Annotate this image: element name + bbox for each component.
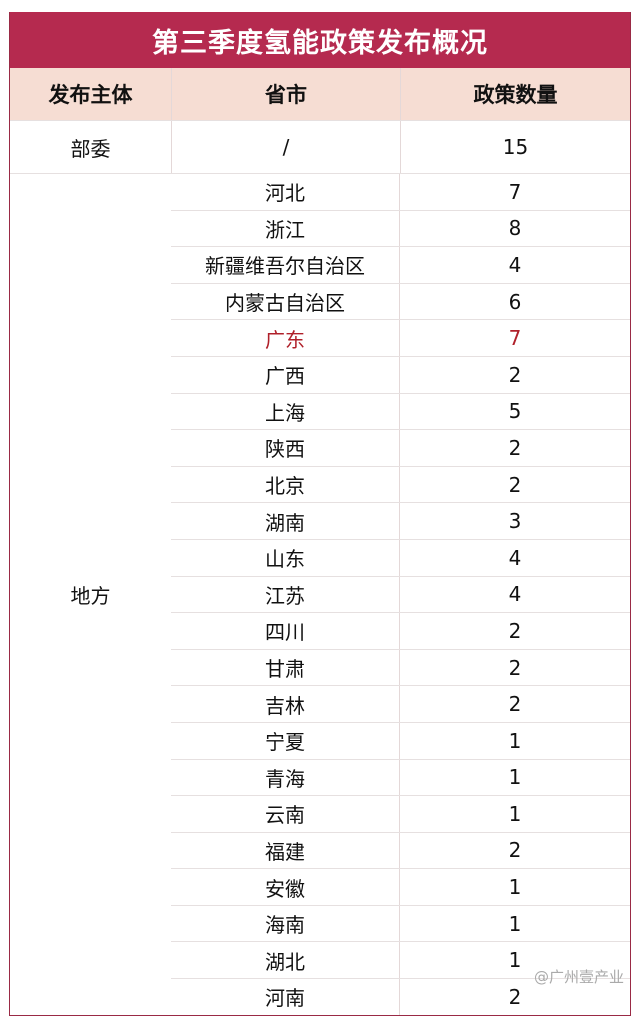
table-row: 湖南 3 bbox=[171, 502, 630, 539]
table-row: 广西 2 bbox=[171, 355, 630, 393]
province-cell: 甘肃 bbox=[265, 657, 305, 682]
count-cell: 3 bbox=[399, 503, 630, 539]
province-cell: 河南 bbox=[265, 986, 305, 1011]
table-row: 陕西 2 bbox=[171, 429, 630, 466]
table-row: 四川 2 bbox=[171, 612, 630, 649]
table-row: 浙江 8 bbox=[171, 209, 630, 247]
count-cell: 1 bbox=[399, 796, 630, 832]
table-title: 第三季度氢能政策发布概况 bbox=[10, 12, 630, 68]
issuer-cell: 部委 bbox=[70, 136, 111, 161]
count-cell: 7 bbox=[399, 320, 630, 356]
count-cell: 1 bbox=[399, 722, 630, 759]
province-cell: 吉林 bbox=[265, 693, 305, 718]
count-cell: 1 bbox=[399, 759, 630, 796]
province-cell: 四川 bbox=[265, 620, 305, 645]
province-cell: 海南 bbox=[265, 913, 305, 938]
table-row: 云南 1 bbox=[171, 795, 630, 832]
table-row: 吉林 2 bbox=[171, 685, 630, 722]
table-row: 广东 7 bbox=[171, 319, 630, 356]
table-row-ministry: 部委 / 15 bbox=[10, 120, 630, 173]
table-row: 湖北 1 bbox=[171, 941, 630, 979]
province-cell: 新疆维吾尔自治区 bbox=[205, 254, 365, 279]
table-row: 海南 1 bbox=[171, 904, 630, 942]
province-cell: 北京 bbox=[265, 474, 305, 499]
count-cell: 6 bbox=[399, 283, 630, 320]
province-cell: 上海 bbox=[265, 400, 305, 425]
table-row: 宁夏 1 bbox=[171, 721, 630, 759]
table-row: 江苏 4 bbox=[171, 575, 630, 613]
issuer-cell: 地方 bbox=[70, 583, 111, 608]
count-cell: 1 bbox=[399, 942, 630, 979]
province-cell: 广东 bbox=[265, 327, 305, 352]
count-cell: 2 bbox=[399, 430, 630, 466]
count-cell: 4 bbox=[399, 247, 630, 283]
table-row: 福建 2 bbox=[171, 831, 630, 869]
province-cell: / bbox=[171, 121, 400, 173]
watermark: @广州壹产业 bbox=[533, 968, 624, 986]
province-cell: 宁夏 bbox=[265, 730, 305, 755]
province-cell: 云南 bbox=[265, 803, 305, 828]
count-cell: 2 bbox=[399, 649, 630, 686]
province-cell: 河北 bbox=[265, 181, 305, 206]
count-cell: 7 bbox=[399, 174, 630, 210]
count-cell: 2 bbox=[399, 356, 630, 393]
local-rows: 河北 7 浙江 8 新疆维吾尔自治区 4 内蒙古自治区 6 广东 7 广西 2 上海 5 陕西 2 北京 2 湖南 3… bbox=[171, 174, 630, 1015]
count-cell: 1 bbox=[399, 905, 630, 942]
count-cell: 2 bbox=[399, 613, 630, 649]
count-cell: 8 bbox=[399, 210, 630, 247]
province-cell: 福建 bbox=[265, 839, 305, 864]
province-cell: 湖南 bbox=[265, 510, 305, 535]
count-cell: 2 bbox=[399, 466, 630, 503]
table-row: 甘肃 2 bbox=[171, 648, 630, 686]
header-province: 省市 bbox=[171, 68, 400, 120]
province-cell: 江苏 bbox=[265, 583, 305, 608]
count-cell: 4 bbox=[399, 576, 630, 613]
table-row: 青海 1 bbox=[171, 758, 630, 796]
header-row: 发布主体 省市 政策数量 bbox=[10, 68, 630, 120]
table-row: 上海 5 bbox=[171, 392, 630, 430]
count-cell: 1 bbox=[399, 869, 630, 905]
province-cell: 陕西 bbox=[265, 437, 305, 462]
province-cell: 山东 bbox=[265, 547, 305, 572]
local-group: 地方 河北 7 浙江 8 新疆维吾尔自治区 4 内蒙古自治区 6 广东 7 广西 2 上海 5 陕西 2 北京 2… bbox=[10, 173, 630, 1015]
count-cell: 15 bbox=[400, 121, 630, 173]
province-cell: 内蒙古自治区 bbox=[225, 291, 345, 316]
province-cell: 广西 bbox=[265, 364, 305, 389]
table-row: 内蒙古自治区 6 bbox=[171, 282, 630, 320]
table-row: 河北 7 bbox=[171, 174, 630, 210]
table-row: 新疆维吾尔自治区 4 bbox=[171, 246, 630, 283]
policy-table: 第三季度氢能政策发布概况 发布主体 省市 政策数量 部委 / 15 地方 河北 7… bbox=[9, 12, 631, 1016]
province-cell: 安徽 bbox=[265, 876, 305, 901]
count-cell: 2 bbox=[399, 832, 630, 869]
province-cell: 青海 bbox=[265, 766, 305, 791]
header-issuer: 发布主体 bbox=[48, 83, 133, 107]
count-cell: 2 bbox=[399, 686, 630, 722]
province-cell: 湖北 bbox=[265, 949, 305, 974]
count-cell: 4 bbox=[399, 539, 630, 576]
province-cell: 浙江 bbox=[265, 217, 305, 242]
table-row: 安徽 1 bbox=[171, 868, 630, 905]
table-row: 北京 2 bbox=[171, 465, 630, 503]
table-row: 山东 4 bbox=[171, 538, 630, 576]
header-count: 政策数量 bbox=[400, 68, 630, 120]
count-cell: 5 bbox=[399, 393, 630, 430]
